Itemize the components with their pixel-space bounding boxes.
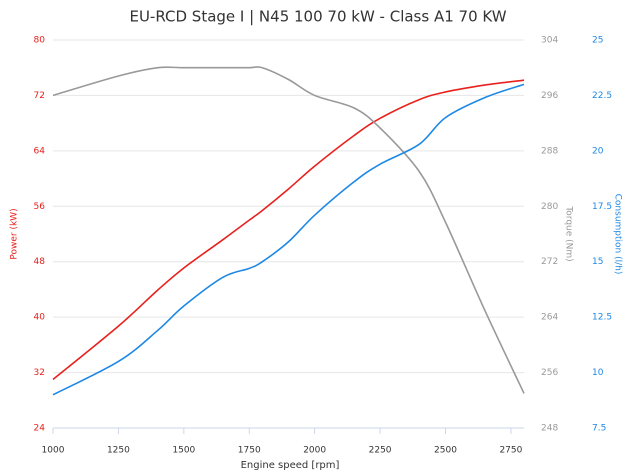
x-tick-label: 2750 [499, 446, 522, 456]
y3-axis-label: Consumption (l/h) [613, 194, 623, 275]
y3-tick-label: 10 [592, 368, 604, 378]
y3-tick-label: 12.5 [592, 313, 612, 323]
y3-tick-label: 22.5 [592, 91, 612, 101]
y-tick-label: 32 [34, 368, 45, 378]
y-tick-label: 72 [34, 91, 45, 101]
x-tick-label: 1750 [238, 446, 261, 456]
y3-tick-label: 20 [592, 146, 604, 156]
x-tick-label: 2250 [369, 446, 392, 456]
series-line [52, 79, 525, 381]
y-tick-label: 40 [34, 313, 46, 323]
y2-tick-label: 248 [541, 424, 558, 434]
y-tick-label: 64 [34, 146, 46, 156]
x-tick-label: 2000 [303, 446, 326, 456]
y2-tick-label: 264 [541, 313, 558, 323]
y3-tick-label: 25 [592, 36, 603, 46]
y2-tick-label: 288 [541, 146, 558, 156]
y-tick-label: 56 [34, 202, 46, 212]
chart-title: EU-RCD Stage I | N45 100 70 kW - Class A… [129, 8, 506, 26]
y2-tick-label: 296 [541, 91, 558, 101]
y2-tick-label: 304 [541, 36, 558, 46]
y2-tick-label: 280 [541, 202, 558, 212]
x-tick-label: 1000 [42, 446, 65, 456]
y3-tick-label: 15 [592, 257, 603, 267]
series-line [52, 66, 525, 394]
y2-tick-label: 256 [541, 368, 558, 378]
x-tick-label: 1250 [107, 446, 130, 456]
y-tick-label: 80 [34, 36, 46, 46]
y-tick-label: 24 [34, 424, 46, 434]
y3-tick-label: 17.5 [592, 202, 612, 212]
x-tick-label: 1500 [172, 446, 195, 456]
y-tick-label: 48 [34, 257, 46, 267]
y2-tick-label: 272 [541, 257, 558, 267]
series-line [52, 83, 525, 396]
y3-tick-label: 7.5 [592, 424, 606, 434]
x-tick-label: 2500 [434, 446, 457, 456]
x-axis-label: Engine speed [rpm] [241, 460, 340, 471]
y-axis-label: Power (kW) [10, 208, 20, 259]
y2-axis-label: Torque (Nm) [564, 205, 574, 261]
